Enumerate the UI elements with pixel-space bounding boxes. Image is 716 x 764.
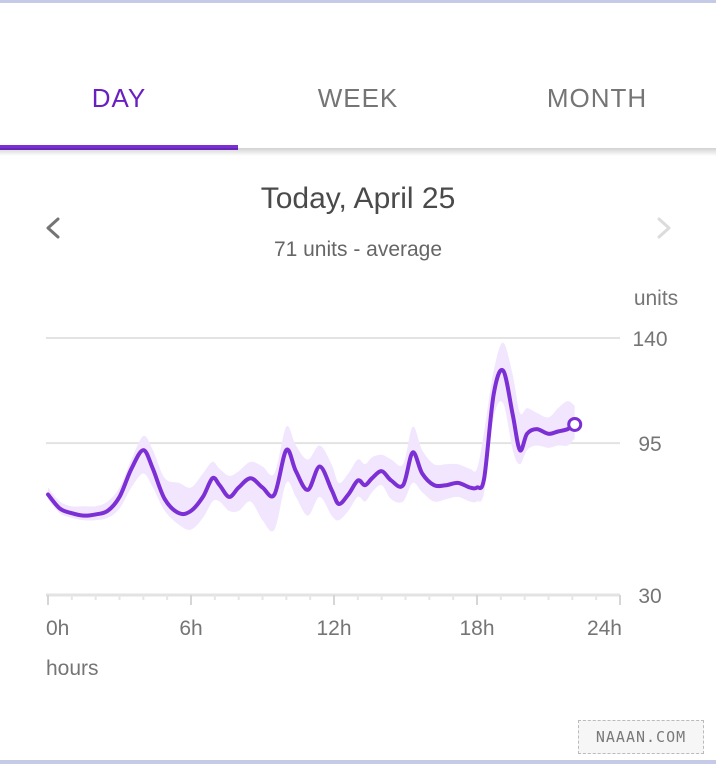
series-line (46, 367, 577, 518)
next-day-button[interactable] (643, 208, 683, 248)
chevron-right-icon (657, 217, 671, 239)
y-unit-label: units (634, 287, 678, 310)
current-value-marker (567, 416, 583, 432)
tab-week[interactable]: WEEK (317, 83, 399, 113)
y-tick-label: 30 (638, 585, 661, 608)
previous-day-button[interactable] (34, 208, 74, 248)
x-tick-label: 0h (46, 617, 69, 640)
x-tick-label: 18h (459, 617, 494, 640)
x-tick-label: 12h (316, 617, 351, 640)
tab-day[interactable]: DAY (91, 83, 147, 113)
y-tick-label: 95 (638, 433, 661, 456)
tab-month[interactable]: MONTH (546, 83, 648, 113)
range-band (48, 342, 575, 532)
y-tick-label: 140 (632, 328, 667, 351)
x-tick-label: 24h (587, 617, 622, 640)
tab-bar: DAY WEEK MONTH (0, 3, 716, 150)
x-axis-label: hours (46, 657, 99, 680)
chart: 0h 6h 12h 18h 24h 140 95 30 units hours (46, 287, 678, 680)
active-tab-indicator (0, 145, 238, 150)
x-tick-label: 6h (179, 617, 202, 640)
date-title: Today, April 25 (260, 182, 456, 215)
watermark: NAAAN.COM (578, 720, 704, 754)
average-summary: 71 units - average (273, 238, 443, 261)
bottom-edge (0, 760, 716, 764)
top-edge (0, 0, 716, 3)
tab-bar-shadow (0, 148, 716, 156)
x-axis: 0h 6h 12h 18h 24h (46, 593, 622, 640)
chevron-left-icon (46, 217, 60, 239)
y-axis: 140 95 30 (632, 328, 667, 608)
